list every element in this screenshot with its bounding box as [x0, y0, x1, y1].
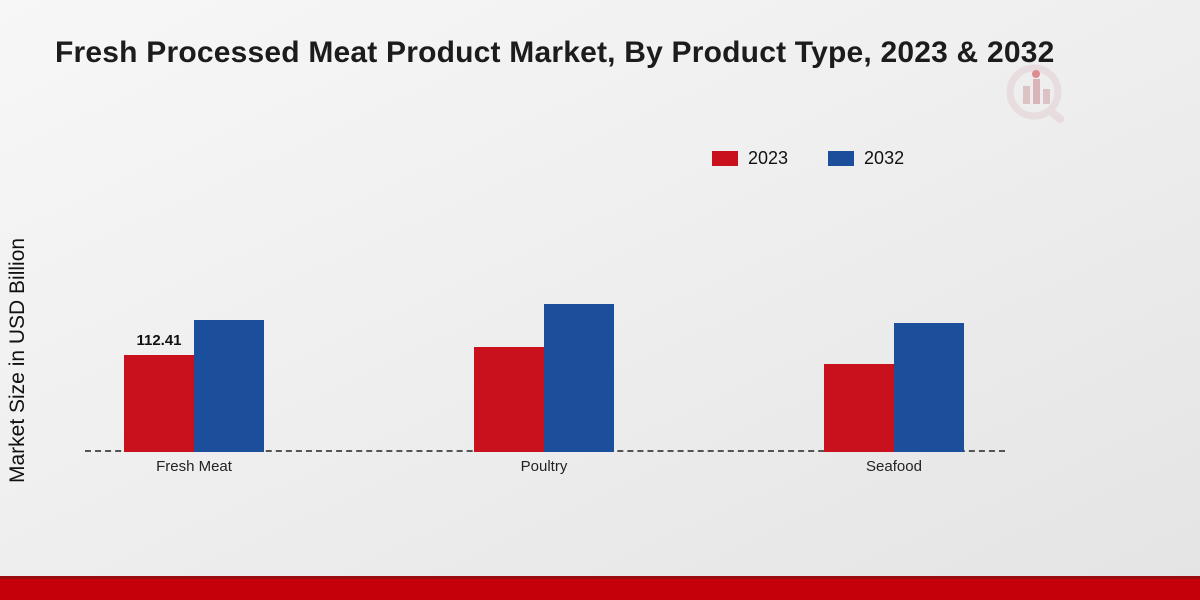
legend-swatch-2023-icon: [712, 151, 738, 166]
legend-label-2032: 2032: [864, 148, 905, 168]
legend: 2023 2032: [712, 148, 904, 169]
category-label-fresh-meat: Fresh Meat: [156, 458, 232, 475]
category-label-poultry: Poultry: [520, 458, 568, 475]
chart-title: Fresh Processed Meat Product Market, By …: [55, 36, 1055, 69]
bar-2032-poultry: [544, 304, 614, 452]
bar-2023-seafood: [824, 364, 894, 452]
bar-2032-fresh-meat: [194, 320, 264, 452]
legend-swatch-2032-icon: [828, 151, 855, 166]
bar-2023-poultry: [474, 347, 544, 452]
category-label-seafood: Seafood: [866, 458, 922, 475]
footer-bar: [0, 576, 1200, 600]
legend-item-2023: 2023: [712, 148, 788, 169]
bar-2032-seafood: [894, 323, 964, 452]
legend-label-2023: 2023: [748, 148, 789, 168]
legend-item-2032: 2032: [828, 148, 904, 169]
bar-value-label: 112.41: [136, 332, 182, 349]
brand-watermark-icon: [1006, 64, 1065, 124]
bar-2023-fresh-meat: [124, 355, 194, 452]
